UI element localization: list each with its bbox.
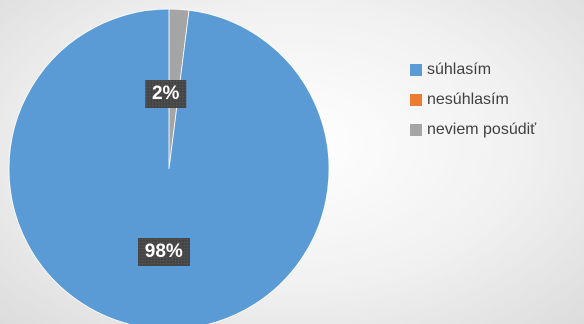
legend-label-nesuhlasim: nesúhlasím [427, 91, 509, 108]
data-label-suhlasim: 98% [137, 238, 190, 267]
legend-item-neviem-posudit: neviem posúdiť [410, 118, 536, 142]
legend-swatch-neviem-posudit [410, 124, 422, 136]
legend: súhlasím nesúhlasím neviem posúdiť [410, 58, 536, 148]
legend-label-suhlasim: súhlasím [427, 61, 492, 78]
legend-item-suhlasim: súhlasím [410, 58, 536, 82]
data-label-neviem-posudit: 2% [144, 79, 187, 108]
legend-swatch-nesuhlasim [410, 94, 422, 106]
legend-item-nesuhlasim: nesúhlasím [410, 88, 536, 112]
legend-label-neviem-posudit: neviem posúdiť [427, 121, 537, 138]
pie-slice-suhlasim [8, 8, 330, 324]
legend-swatch-suhlasim [410, 64, 422, 76]
